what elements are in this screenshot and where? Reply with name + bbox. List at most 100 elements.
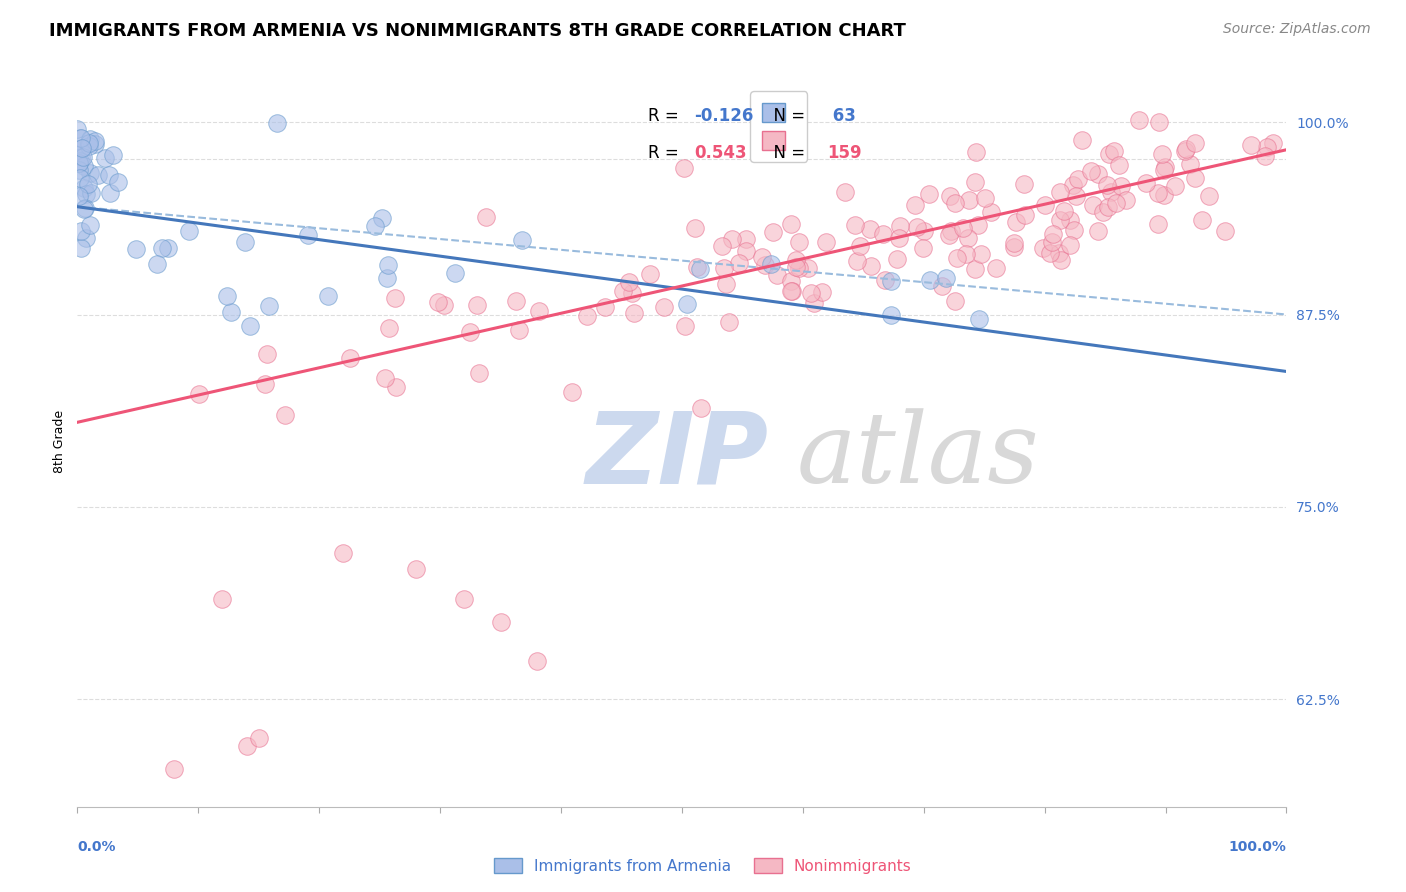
Point — [576, 309, 599, 323]
Point — [734, 231, 756, 245]
Point — [69, 153, 91, 168]
Point — [683, 220, 706, 235]
Point — [1254, 149, 1277, 163]
Legend: Immigrants from Armenia, Nonimmigrants: Immigrants from Armenia, Nonimmigrants — [488, 852, 918, 880]
Point — [955, 246, 977, 260]
Point — [969, 311, 991, 326]
Point — [1087, 223, 1109, 237]
Point — [1098, 146, 1121, 161]
Point — [77, 177, 100, 191]
Point — [789, 235, 811, 249]
Point — [465, 298, 488, 312]
Point — [70, 150, 93, 164]
Point — [1263, 136, 1285, 150]
Point — [1135, 177, 1157, 191]
Point — [66, 148, 89, 162]
Point — [612, 284, 634, 298]
Point — [77, 138, 100, 153]
Text: R =: R = — [648, 107, 685, 125]
Point — [970, 247, 993, 261]
Point — [266, 116, 288, 130]
Point — [859, 222, 882, 236]
Y-axis label: 8th Grade: 8th Grade — [53, 410, 66, 473]
Point — [859, 259, 882, 273]
Point — [623, 306, 645, 320]
Point — [256, 347, 278, 361]
Point — [87, 169, 110, 183]
Point — [973, 191, 995, 205]
Point — [69, 131, 91, 145]
Point — [125, 242, 148, 256]
Text: atlas: atlas — [797, 409, 1039, 504]
Point — [1067, 171, 1090, 186]
Point — [1004, 236, 1026, 251]
Point — [73, 159, 96, 173]
Point — [150, 241, 173, 255]
Point — [458, 326, 481, 340]
Point — [1097, 200, 1119, 214]
Point — [918, 273, 941, 287]
Point — [780, 284, 803, 298]
Point — [1150, 147, 1173, 161]
Point — [686, 260, 709, 274]
Point — [1099, 186, 1122, 200]
Point — [943, 195, 966, 210]
Point — [146, 257, 169, 271]
Text: -0.126: -0.126 — [695, 107, 754, 125]
Point — [1184, 136, 1206, 150]
Point — [1087, 167, 1109, 181]
Text: IMMIGRANTS FROM ARMENIA VS NONIMMIGRANTS 8TH GRADE CORRELATION CHART: IMMIGRANTS FROM ARMENIA VS NONIMMIGRANTS… — [49, 22, 905, 40]
Point — [1040, 235, 1063, 249]
Point — [253, 377, 276, 392]
Point — [79, 166, 101, 180]
Point — [235, 739, 257, 753]
Point — [939, 224, 962, 238]
Point — [880, 274, 903, 288]
Point — [1049, 213, 1071, 227]
Point — [1102, 144, 1125, 158]
Point — [79, 219, 101, 233]
Point — [79, 132, 101, 146]
Point — [1091, 205, 1114, 219]
Point — [505, 294, 527, 309]
Point — [508, 323, 530, 337]
Text: 100.0%: 100.0% — [1229, 840, 1286, 855]
Point — [371, 211, 394, 225]
Point — [247, 731, 270, 745]
Point — [1062, 178, 1084, 193]
Point — [957, 194, 980, 208]
Point — [211, 592, 233, 607]
Point — [453, 592, 475, 607]
Point — [889, 231, 911, 245]
Point — [785, 260, 807, 275]
Point — [905, 219, 928, 234]
Point — [875, 273, 897, 287]
Point — [1063, 223, 1085, 237]
Point — [886, 252, 908, 266]
Point — [72, 202, 94, 216]
Point — [1164, 179, 1187, 194]
Point — [939, 188, 962, 202]
Point — [69, 224, 91, 238]
Point — [257, 299, 280, 313]
Point — [1213, 224, 1236, 238]
Point — [780, 217, 803, 231]
Point — [963, 176, 986, 190]
Point — [1256, 140, 1278, 154]
Point — [957, 231, 980, 245]
Point — [720, 232, 742, 246]
Point — [965, 261, 987, 276]
Point — [84, 134, 107, 148]
Point — [966, 218, 988, 232]
Point — [67, 155, 90, 169]
Point — [751, 250, 773, 264]
Point — [1071, 133, 1094, 147]
Point — [1198, 188, 1220, 202]
Point — [188, 387, 211, 401]
Point — [1047, 245, 1070, 260]
Point — [952, 221, 974, 235]
Point — [107, 175, 129, 189]
Point — [526, 654, 548, 668]
Point — [219, 305, 242, 319]
Point — [374, 371, 396, 385]
